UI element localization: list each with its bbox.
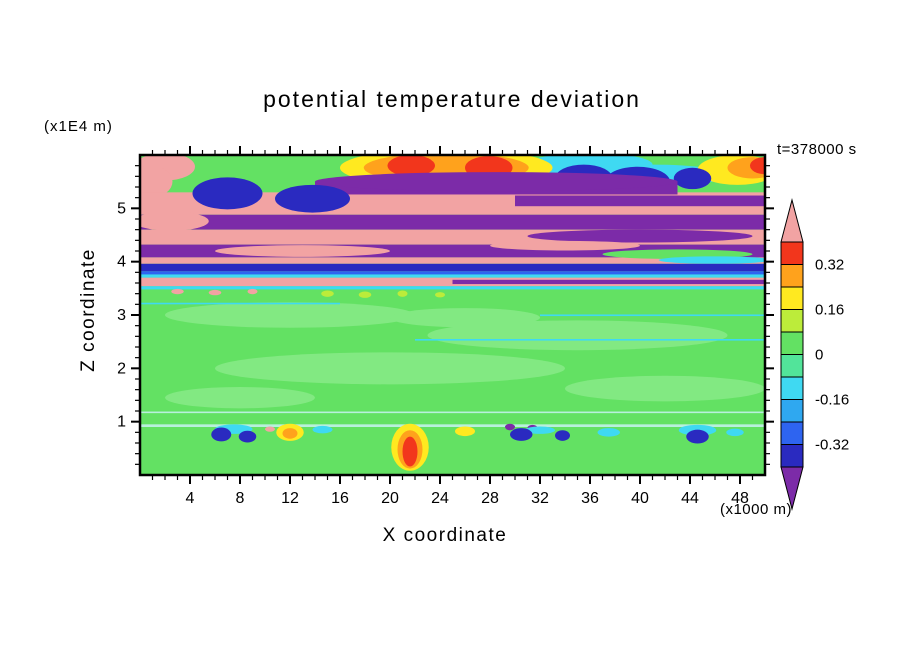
svg-text:0.32: 0.32 <box>815 257 844 274</box>
y-axis-unit-label: (x1E4 m) <box>44 118 113 135</box>
svg-text:0.16: 0.16 <box>815 302 844 319</box>
timestamp-label: t=378000 s <box>777 141 857 158</box>
svg-text:20: 20 <box>381 490 399 507</box>
chart-title: potential temperature deviation <box>263 86 641 112</box>
svg-text:5: 5 <box>117 200 126 217</box>
svg-text:8: 8 <box>236 490 245 507</box>
svg-text:36: 36 <box>581 490 599 507</box>
svg-text:12: 12 <box>281 490 299 507</box>
x-axis-unit-label: (x1000 m) <box>719 501 792 518</box>
svg-text:44: 44 <box>681 490 699 507</box>
x-axis-title: X coordinate <box>382 525 508 546</box>
svg-text:32: 32 <box>531 490 549 507</box>
svg-text:16: 16 <box>331 490 349 507</box>
svg-text:-0.16: -0.16 <box>815 392 849 409</box>
svg-text:4: 4 <box>117 254 126 271</box>
svg-text:-0.32: -0.32 <box>815 437 849 454</box>
colorbar: 0.32 0.16 0 -0.16 -0.32 <box>780 198 849 511</box>
svg-text:3: 3 <box>117 307 126 324</box>
svg-text:4: 4 <box>186 490 195 507</box>
svg-text:28: 28 <box>481 490 499 507</box>
svg-text:1: 1 <box>117 414 126 431</box>
svg-text:40: 40 <box>631 490 649 507</box>
svg-text:0: 0 <box>815 347 823 364</box>
svg-text:2: 2 <box>117 360 126 377</box>
svg-text:48: 48 <box>731 490 749 507</box>
y-axis-title: Z coordinate <box>78 248 99 372</box>
svg-text:24: 24 <box>431 490 449 507</box>
